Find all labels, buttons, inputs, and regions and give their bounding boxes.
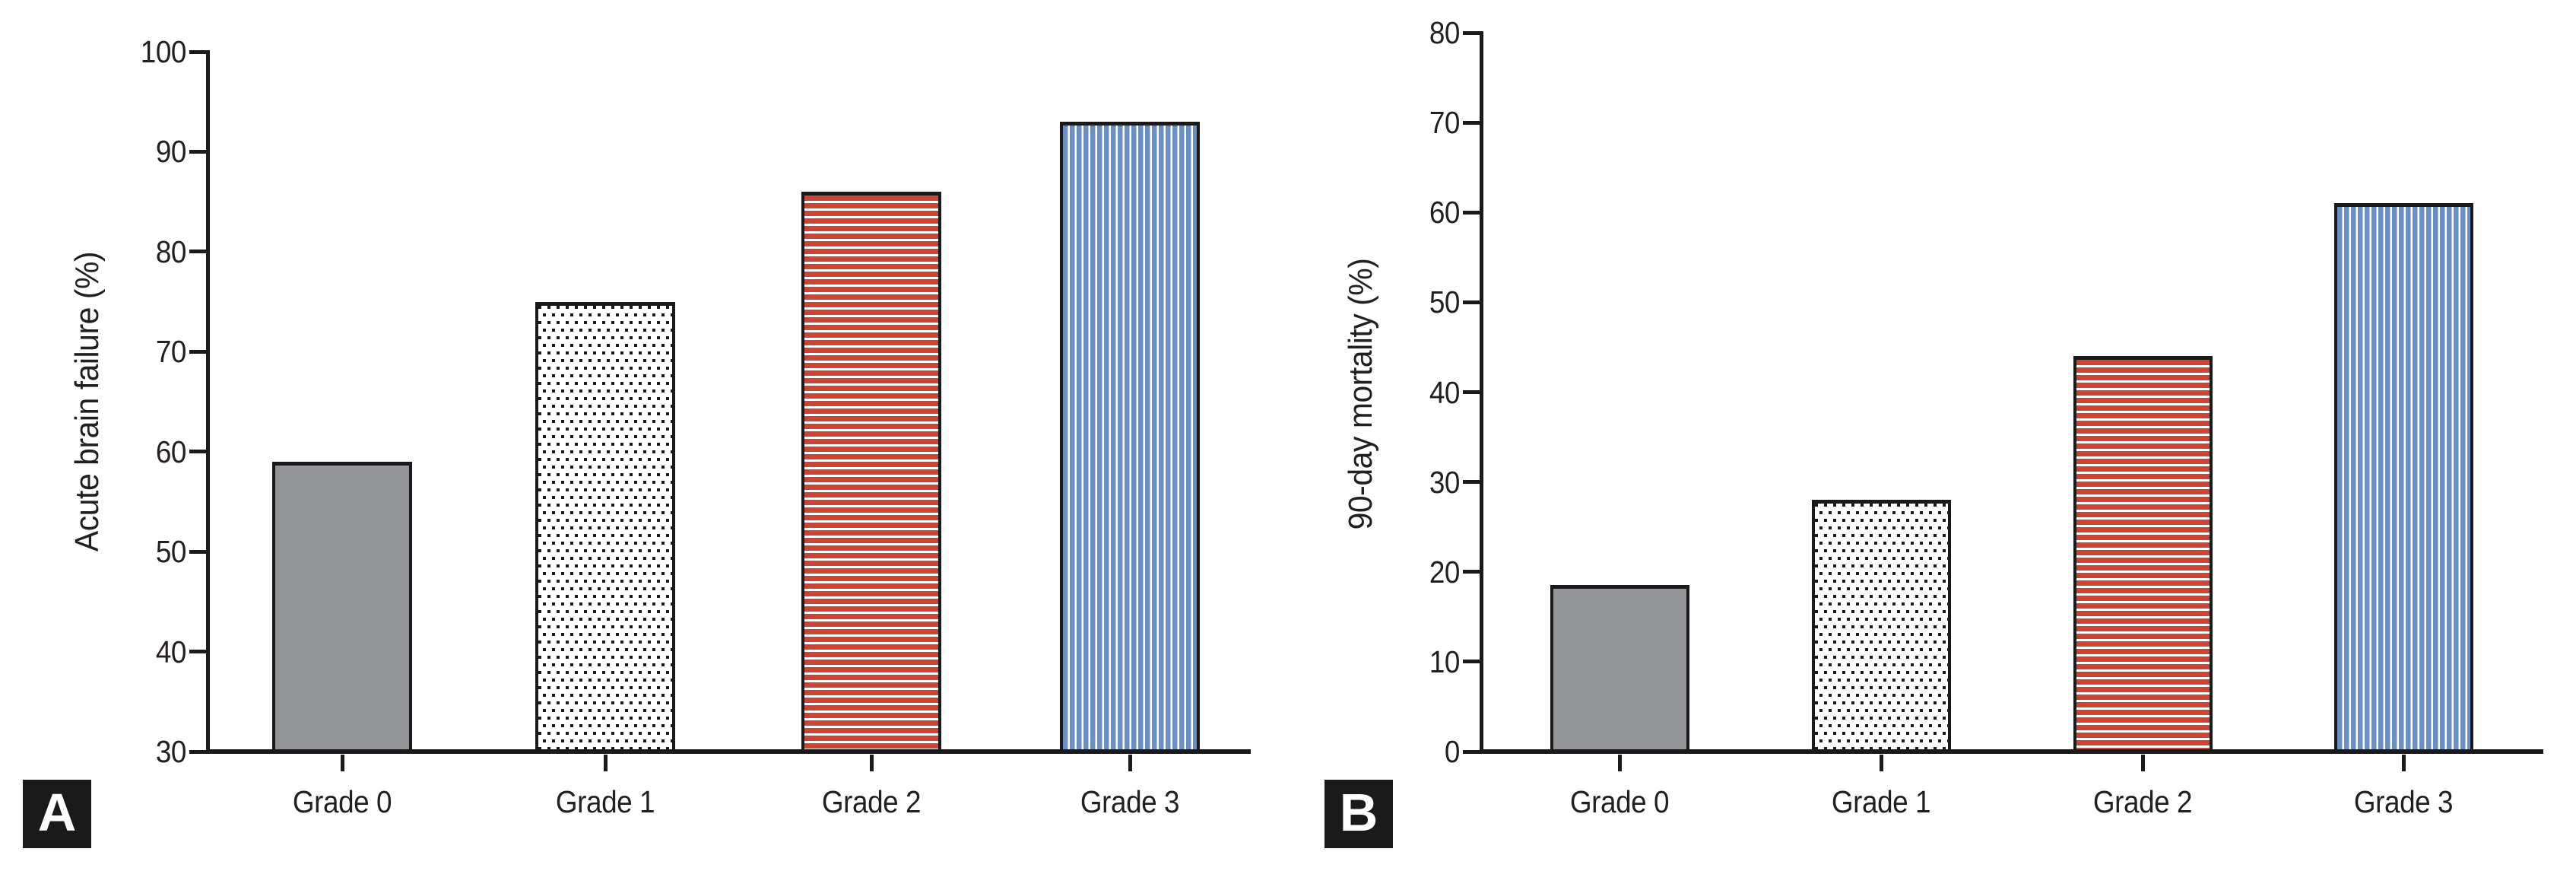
y-tick-label: 70: [155, 334, 187, 370]
x-category-label: Grade 1: [1831, 784, 1931, 819]
y-axis-tick: [1463, 30, 1480, 35]
y-tick-label: 60: [155, 434, 187, 469]
panel-letter-a: A: [37, 783, 77, 842]
y-tick-label: 50: [1429, 285, 1461, 320]
y-tick-label: 0: [1444, 734, 1461, 769]
x-axis-line: [1480, 749, 2543, 754]
y-axis-tick: [189, 549, 206, 554]
x-axis-tick: [869, 755, 874, 771]
y-tick-label: 20: [1429, 554, 1461, 590]
y-axis-tick: [189, 49, 206, 54]
x-axis-tick: [1128, 755, 1132, 771]
y-tick-label: 30: [1429, 464, 1461, 500]
x-category-label: Grade 0: [1569, 784, 1670, 819]
y-axis-tick: [1463, 120, 1480, 125]
bar-grade-3: [1060, 122, 1200, 753]
bar-grade-0: [1550, 585, 1689, 753]
y-axis-tick: [189, 749, 206, 754]
x-axis-tick: [340, 755, 344, 771]
y-axis-tick: [1463, 570, 1480, 574]
x-category-label: Grade 0: [292, 784, 392, 819]
y-tick-label: 60: [1429, 195, 1461, 230]
x-category-label: Grade 3: [1080, 784, 1180, 819]
y-axis-tick: [1463, 300, 1480, 304]
y-axis-tick: [189, 349, 206, 354]
y-axis-tick: [1463, 390, 1480, 394]
y-axis-tick: [1463, 660, 1480, 664]
bar-grade-1: [1811, 500, 1951, 753]
y-axis-tick: [1463, 749, 1480, 754]
y-axis-tick: [189, 650, 206, 654]
y-tick-label: 70: [1429, 105, 1461, 141]
y-tick-label: 100: [140, 34, 187, 69]
y-tick-label: 90: [155, 134, 187, 170]
y-tick-label: 40: [155, 634, 187, 669]
y-axis-tick: [189, 149, 206, 154]
y-axis-tick: [1463, 480, 1480, 485]
bar-grade-1: [535, 301, 675, 753]
x-axis-line: [206, 749, 1251, 754]
x-category-label: Grade 2: [821, 784, 922, 819]
y-tick-label: 30: [155, 734, 187, 769]
y-axis-line: [1480, 31, 1483, 753]
x-axis-tick: [1879, 755, 1883, 771]
y-axis-tick: [189, 250, 206, 254]
x-axis-tick: [2401, 755, 2406, 771]
panel-letter-b: B: [1339, 783, 1378, 842]
bar-grade-2: [801, 192, 941, 753]
y-axis-line: [206, 50, 210, 753]
y-tick-label: 80: [155, 234, 187, 269]
bar-grade-2: [2073, 356, 2213, 753]
y-tick-label: 10: [1429, 644, 1461, 679]
y-axis-tick: [189, 450, 206, 454]
x-category-label: Grade 2: [2092, 784, 2193, 819]
x-axis-tick: [1617, 755, 1622, 771]
y-axis-tick: [1463, 210, 1480, 215]
panel-letter-badge-a: A: [23, 780, 91, 848]
y-tick-label: 50: [155, 534, 187, 570]
y-tick-label: 80: [1429, 15, 1461, 50]
panel-letter-badge-b: B: [1324, 780, 1393, 848]
x-axis-tick: [603, 755, 608, 771]
bar-grade-3: [2333, 203, 2473, 753]
x-category-label: Grade 3: [2353, 784, 2454, 819]
x-axis-tick: [2140, 755, 2145, 771]
x-category-label: Grade 1: [555, 784, 655, 819]
y-tick-label: 40: [1429, 374, 1461, 410]
